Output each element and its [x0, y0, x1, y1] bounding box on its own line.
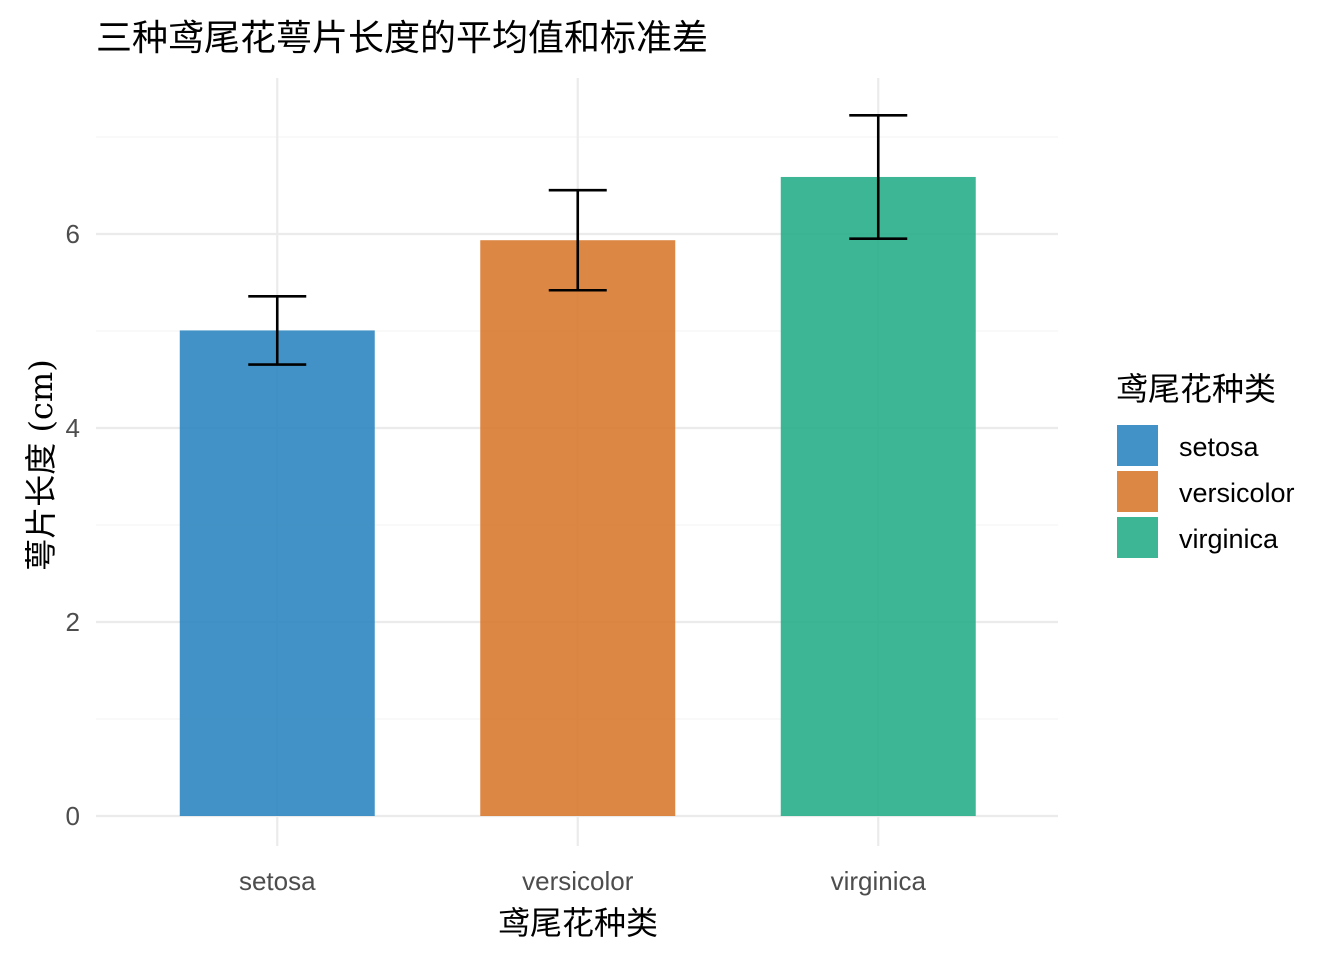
legend: 鸢尾花种类 setosa versicolor virginica [1116, 370, 1295, 558]
legend-label: versicolor [1179, 478, 1295, 508]
legend-swatch [1117, 517, 1158, 558]
legend-swatch [1117, 471, 1158, 512]
legend-label: setosa [1179, 432, 1260, 462]
x-tick-label: versicolor [522, 866, 634, 896]
y-tick-label: 6 [66, 219, 80, 249]
legend-label: virginica [1179, 524, 1279, 554]
legend-items: setosa versicolor virginica [1117, 425, 1295, 558]
x-axis-ticks: setosa versicolor virginica [239, 866, 927, 896]
error-bar-virginica [849, 113, 908, 240]
y-tick-label: 2 [66, 607, 80, 637]
legend-item-virginica: virginica [1117, 517, 1279, 558]
bar-virginica [780, 176, 976, 817]
bars [179, 176, 976, 817]
x-tick-label: virginica [831, 866, 927, 896]
y-axis-title: 萼片长度 (cm) [22, 359, 60, 570]
error-bar-setosa [248, 294, 307, 366]
bar-setosa [179, 330, 375, 816]
y-tick-label: 0 [66, 801, 80, 831]
y-axis-ticks: 0 2 4 6 [66, 219, 80, 831]
error-bars [248, 113, 908, 366]
error-bar-versicolor [548, 188, 607, 292]
legend-title: 鸢尾花种类 [1116, 370, 1276, 408]
x-axis-title: 鸢尾花种类 [498, 904, 658, 942]
legend-swatch [1117, 425, 1158, 466]
x-tick-label: setosa [239, 866, 316, 896]
bar-versicolor [480, 240, 676, 816]
chart-title: 三种鸢尾花萼片长度的平均值和标准差 [96, 18, 708, 59]
legend-item-versicolor: versicolor [1117, 471, 1295, 512]
y-tick-label: 4 [66, 413, 80, 443]
legend-item-setosa: setosa [1117, 425, 1260, 466]
